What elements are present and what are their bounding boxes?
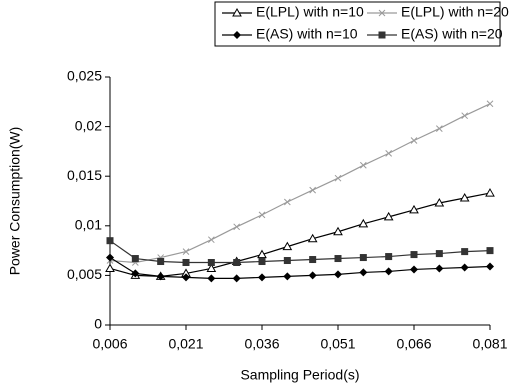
marker (410, 265, 418, 274)
x-tick-label: 0,066 (396, 336, 431, 352)
marker (182, 273, 190, 282)
marker (258, 258, 266, 266)
legend-marker (232, 7, 242, 17)
marker (359, 254, 367, 262)
series-line (109, 240, 491, 264)
marker (410, 137, 418, 144)
marker (206, 263, 217, 272)
legend-marker (378, 31, 386, 39)
legend-box (214, 1, 501, 47)
marker (334, 174, 342, 182)
marker (486, 247, 494, 255)
y-tick-label: 0,01 (75, 217, 102, 233)
marker (460, 263, 469, 272)
y-tick-label: 0 (94, 316, 102, 332)
marker (485, 188, 495, 197)
marker (384, 267, 393, 276)
marker (333, 226, 343, 236)
x-tick-label: 0,036 (244, 336, 279, 352)
marker (334, 270, 342, 279)
series-line (109, 257, 491, 279)
marker (308, 271, 317, 280)
marker (434, 197, 445, 207)
marker (182, 259, 190, 267)
marker (131, 255, 139, 263)
legend-label: E(LPL) with n=20 (401, 4, 509, 20)
marker (410, 251, 418, 259)
marker (486, 100, 494, 108)
marker (459, 193, 470, 202)
marker (309, 256, 317, 264)
marker (105, 263, 115, 272)
marker (334, 255, 342, 263)
legend-label: E(AS) with n=20 (401, 26, 503, 42)
marker (157, 258, 165, 266)
marker (233, 259, 241, 267)
marker (358, 218, 369, 228)
legend-marker (378, 9, 386, 17)
marker (359, 268, 368, 277)
marker (257, 249, 267, 259)
marker (309, 186, 317, 194)
marker (258, 211, 266, 219)
marker (435, 264, 444, 273)
y-tick-label: 0,005 (67, 266, 102, 282)
marker (232, 274, 241, 283)
marker (359, 161, 367, 169)
marker (207, 236, 215, 244)
marker (435, 125, 443, 132)
x-tick-label: 0,006 (92, 336, 127, 352)
marker (283, 198, 291, 206)
legend-marker (233, 31, 241, 39)
x-tick-label: 0,021 (168, 336, 203, 352)
y-tick-label: 0,015 (67, 167, 102, 183)
marker (282, 241, 293, 251)
x-tick-label: 0,081 (472, 336, 507, 352)
series-line (109, 103, 491, 264)
x-tick-label: 0,051 (320, 336, 355, 352)
marker (233, 223, 241, 231)
marker (106, 253, 114, 262)
marker (486, 262, 494, 271)
marker (385, 150, 393, 157)
series-line (109, 192, 491, 277)
marker (207, 259, 215, 267)
marker (207, 274, 216, 283)
x-axis-title: Sampling Period(s) (240, 367, 359, 383)
marker (409, 204, 419, 214)
y-axis-title: Power Consumption(W) (7, 127, 23, 276)
legend-label: E(AS) with n=10 (256, 26, 358, 42)
y-tick-label: 0,025 (67, 68, 102, 84)
marker (383, 211, 394, 221)
marker (131, 269, 140, 278)
marker (461, 248, 469, 256)
marker (283, 272, 292, 281)
marker (258, 273, 266, 282)
marker (461, 112, 469, 120)
marker (182, 248, 190, 255)
marker (283, 257, 291, 265)
marker (106, 237, 114, 245)
marker (435, 250, 443, 258)
marker (385, 253, 393, 261)
marker (307, 233, 318, 243)
legend-label: E(LPL) with n=10 (256, 4, 364, 20)
y-tick-label: 0,02 (75, 117, 102, 133)
marker (156, 272, 165, 281)
